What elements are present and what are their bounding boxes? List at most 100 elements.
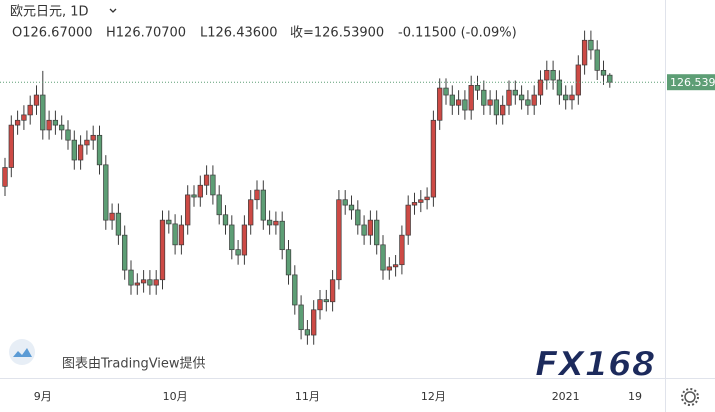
candle-body: [229, 224, 235, 251]
candle-body: [474, 85, 481, 91]
candle-body: [90, 134, 96, 141]
candle-body: [317, 299, 323, 311]
candle-body: [279, 220, 285, 251]
candle-body: [8, 124, 14, 168]
candle-body: [103, 164, 109, 221]
candle-body: [273, 220, 279, 226]
candle-body: [298, 304, 304, 331]
candle-body: [518, 94, 525, 101]
candles: [2, 30, 613, 345]
candle-body: [512, 89, 518, 96]
candle-body: [134, 282, 140, 286]
candle-body: [84, 139, 90, 146]
candle-body: [159, 219, 166, 281]
candle-body: [260, 189, 266, 221]
candle-body: [40, 94, 46, 131]
logo-circle: [9, 339, 35, 365]
candle-body: [411, 202, 418, 206]
candle-body: [109, 212, 115, 221]
candle-body: [122, 234, 128, 271]
candle-body: [172, 223, 178, 246]
candle-body: [115, 212, 122, 236]
candle-body: [21, 114, 27, 121]
candle-body: [575, 64, 581, 96]
candle-body: [600, 69, 607, 76]
settings-gear[interactable]: [681, 388, 699, 406]
candle-body: [348, 204, 355, 211]
x-tick-label: 19: [628, 390, 642, 403]
x-tick-label: 10月: [163, 390, 188, 403]
interval-chevron[interactable]: [109, 8, 117, 13]
candle-body: [437, 87, 443, 121]
candle-body: [493, 99, 500, 116]
candle-body: [65, 129, 71, 141]
candle-body: [77, 144, 84, 161]
fx168-logo: FX168: [535, 345, 655, 385]
candle-body: [355, 209, 361, 226]
candle-body: [374, 219, 380, 246]
candle-body: [185, 194, 191, 226]
x-tick-label: 11月: [295, 390, 320, 403]
candle-body: [361, 224, 367, 236]
candle-body: [430, 119, 437, 198]
candle-body: [399, 234, 405, 266]
candle-body: [254, 189, 260, 201]
x-tick-label: 9月: [34, 390, 52, 403]
candle-body: [52, 119, 59, 126]
candle-body: [455, 99, 462, 106]
x-tick-label: 12月: [421, 390, 446, 403]
candle-body: [525, 99, 531, 106]
candle-body: [323, 299, 329, 303]
candle-body: [380, 244, 386, 271]
ohlc-high: H126.70700: [106, 26, 186, 41]
x-tick-label: 2021: [552, 390, 580, 403]
ohlc-change: -0.11500 (-0.09%): [398, 26, 517, 41]
candle-body: [462, 99, 468, 111]
candle-body: [581, 39, 588, 66]
candle-body: [367, 219, 374, 236]
candle-body: [2, 167, 8, 187]
candle-body: [33, 94, 40, 106]
candle-body: [386, 266, 392, 271]
candle-body: [203, 174, 210, 186]
candle-body: [216, 194, 222, 216]
candle-body: [405, 204, 411, 236]
candle-body: [140, 279, 147, 284]
candle-body: [392, 264, 399, 268]
candle-body: [210, 174, 216, 196]
candle-body: [569, 94, 575, 101]
ohlc-close: 收=126.53900: [290, 26, 384, 41]
candle-body: [59, 124, 65, 131]
candle-body: [594, 49, 600, 71]
candle-body: [531, 94, 537, 106]
candle-body: [588, 39, 594, 51]
candle-body: [248, 199, 254, 226]
candle-body: [153, 279, 159, 286]
candle-body: [550, 69, 556, 81]
candle-body: [500, 104, 506, 116]
symbol-title[interactable]: 欧元日元, 1D: [10, 5, 89, 20]
candle-body: [329, 279, 336, 303]
candle-body: [449, 94, 455, 106]
candle-body: [342, 199, 348, 206]
candle-body: [178, 224, 185, 246]
candle-body: [197, 184, 203, 198]
candle-body: [46, 119, 52, 131]
ohlc-low: L126.43600: [200, 26, 278, 41]
candle-body: [468, 85, 474, 111]
gear-teeth: [681, 388, 699, 406]
candle-body: [304, 329, 311, 336]
candle-body: [14, 119, 21, 126]
tradingview-logo[interactable]: [9, 339, 35, 365]
candle-body: [336, 199, 342, 281]
candle-body: [235, 249, 241, 256]
candle-body: [128, 269, 134, 286]
candle-body: [191, 194, 197, 198]
candle-body: [222, 214, 229, 226]
candle-body: [537, 79, 544, 96]
last-price-label: 126.539: [670, 76, 715, 89]
candle-body: [544, 69, 550, 81]
candle-body: [266, 219, 273, 226]
candle-body: [71, 139, 77, 161]
candle-body: [27, 104, 33, 116]
